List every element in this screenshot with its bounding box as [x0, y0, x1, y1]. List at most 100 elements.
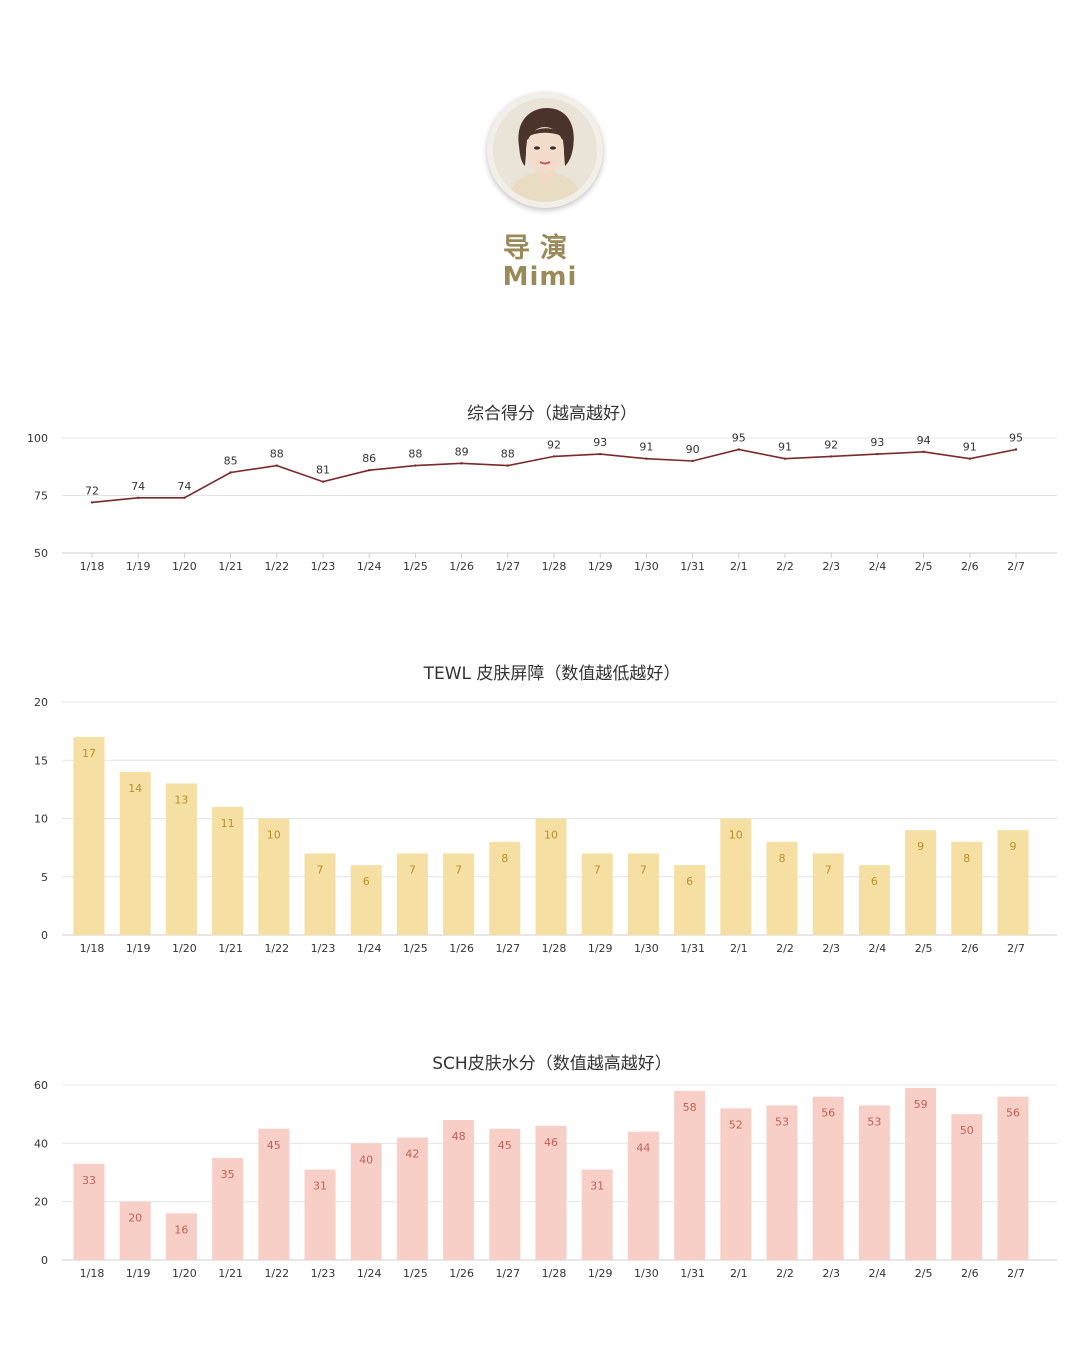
data-label: 50: [960, 1124, 974, 1137]
bar: [443, 1120, 475, 1260]
x-tick-label: 2/7: [1007, 560, 1025, 573]
y-tick-label: 75: [34, 490, 48, 503]
bar: [627, 853, 659, 935]
x-tick-label: 1/19: [126, 560, 151, 573]
x-tick-label: 1/24: [357, 942, 382, 955]
data-label: 56: [821, 1107, 835, 1120]
data-label: 85: [224, 455, 238, 468]
x-tick-label: 1/21: [218, 1267, 243, 1280]
data-label: 33: [82, 1174, 96, 1187]
bar: [581, 853, 613, 935]
x-tick-label: 2/2: [776, 560, 794, 573]
x-tick-label: 1/30: [634, 942, 659, 955]
y-tick-label: 100: [27, 432, 48, 445]
x-tick-label: 1/27: [495, 1267, 520, 1280]
bar: [720, 1108, 752, 1260]
data-label: 9: [917, 840, 924, 853]
x-tick-label: 2/6: [961, 1267, 979, 1280]
data-label: 7: [594, 863, 601, 876]
x-tick-label: 1/30: [634, 560, 659, 573]
data-label: 89: [455, 445, 469, 458]
bar: [258, 818, 290, 935]
bar: [258, 1128, 290, 1260]
score-line-chart: 综合得分（越高越好） 50 75 100 1/18 1/19 1/20 1/21 1/22 1/2…: [0, 395, 1080, 580]
avatar: [487, 92, 603, 208]
data-point: [968, 457, 971, 460]
data-label: 92: [547, 438, 561, 451]
data-point: [830, 455, 833, 458]
data-label: 7: [455, 863, 462, 876]
bar: [535, 1125, 567, 1260]
x-tick-label: 2/3: [822, 560, 840, 573]
profile-name: Mimi: [502, 262, 578, 292]
data-label: 6: [363, 875, 370, 888]
data-label: 86: [362, 452, 376, 465]
chart-title: SCH皮肤水分（数值越高越好）: [432, 1054, 671, 1074]
x-tick-label: 2/7: [1007, 942, 1025, 955]
data-point: [599, 452, 602, 456]
data-label: 7: [825, 863, 832, 876]
bar: [119, 1201, 151, 1260]
data-label: 91: [639, 441, 653, 454]
data-label: 6: [686, 875, 693, 888]
x-tick-label: 1/19: [126, 1267, 151, 1280]
x-tick-label: 1/26: [449, 1267, 474, 1280]
x-tick-label: 2/5: [915, 560, 933, 573]
data-label: 81: [316, 464, 330, 477]
data-point: [1014, 448, 1018, 451]
x-tick-label: 1/28: [542, 1267, 567, 1280]
data-point: [414, 464, 417, 467]
bar: [858, 1105, 890, 1260]
bar: [951, 841, 983, 935]
data-label: 20: [128, 1212, 142, 1225]
data-label: 92: [824, 438, 838, 451]
data-label: 17: [82, 747, 96, 760]
data-label: 31: [313, 1180, 327, 1193]
x-tick-label: 1/25: [403, 560, 428, 573]
data-label: 11: [221, 817, 235, 830]
data-point: [368, 469, 371, 472]
data-label: 31: [590, 1180, 604, 1193]
x-tick-label: 1/31: [680, 1267, 705, 1280]
data-label: 91: [778, 441, 792, 454]
data-point: [645, 457, 648, 460]
bar: [627, 1131, 659, 1260]
bar: [304, 853, 336, 935]
bar: [812, 1096, 844, 1260]
data-label: 8: [779, 852, 786, 865]
data-label: 91: [963, 441, 977, 454]
data-label: 35: [221, 1168, 235, 1181]
x-tick-label: 2/1: [730, 942, 748, 955]
x-tick-label: 1/22: [264, 560, 289, 573]
bar: [350, 1143, 382, 1260]
y-tick-label: 15: [34, 754, 48, 767]
data-point: [552, 455, 556, 458]
data-label: 93: [593, 436, 607, 449]
x-tick-label: 1/29: [588, 560, 613, 573]
x-tick-label: 1/24: [357, 1267, 382, 1280]
bar: [165, 783, 197, 935]
data-point: [922, 450, 925, 453]
x-tick-label: 1/21: [218, 942, 243, 955]
x-tick-label: 1/24: [357, 560, 382, 573]
x-tick-label: 1/30: [634, 1267, 659, 1280]
x-tick-label: 1/18: [80, 560, 105, 573]
bar: [674, 865, 706, 935]
x-tick-label: 1/27: [495, 560, 520, 573]
data-label: 46: [544, 1136, 558, 1149]
sch-bar-chart: SCH皮肤水分（数值越高越好） 0 20 40 60 1/18 1/19 1/20 1/21 1/…: [0, 1045, 1080, 1285]
bar: [73, 1163, 105, 1260]
x-tick-label: 1/27: [495, 942, 520, 955]
x-tick-label: 1/25: [403, 942, 428, 955]
y-tick-label: 10: [34, 813, 48, 826]
data-label: 8: [963, 852, 970, 865]
bar: [489, 1128, 521, 1260]
data-label: 88: [501, 448, 515, 461]
data-label: 74: [131, 480, 145, 493]
data-label: 45: [267, 1139, 281, 1152]
data-label: 10: [544, 829, 558, 842]
x-tick-label: 1/20: [172, 560, 197, 573]
x-tick-label: 2/4: [869, 560, 887, 573]
data-point: [876, 452, 879, 456]
data-point: [275, 464, 278, 467]
